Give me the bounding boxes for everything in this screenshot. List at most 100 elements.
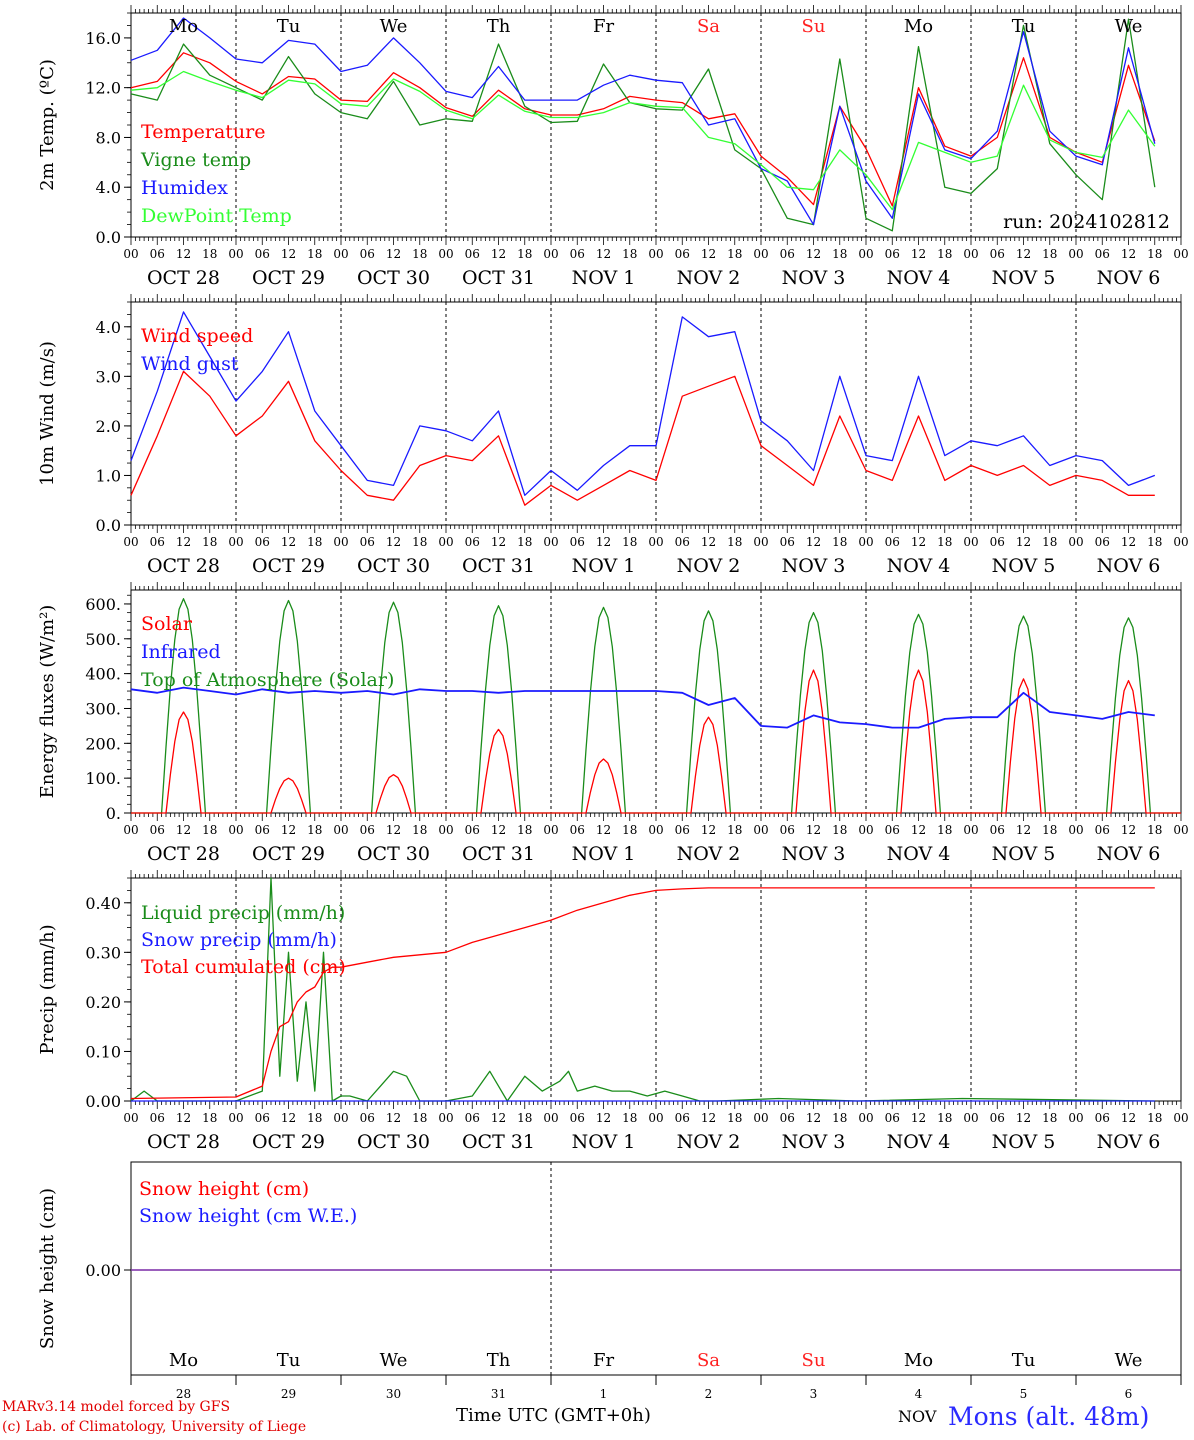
x-tick-label: 00 xyxy=(438,535,453,549)
x-tick-label: 06 xyxy=(780,247,795,261)
date-label: NOV 5 xyxy=(992,267,1056,289)
x-tick-label: 06 xyxy=(150,823,165,837)
x-tick-label: 18 xyxy=(1042,535,1057,549)
legend-entry: Solar xyxy=(141,613,193,635)
x-tick-label: 12 xyxy=(1121,1111,1136,1125)
day-name: Tu xyxy=(277,1350,301,1371)
series-line-vigne-temp xyxy=(130,18,1156,232)
y-tick-label: 3.0 xyxy=(96,367,121,386)
date-label: OCT 29 xyxy=(252,555,325,577)
x-tick-label: 12 xyxy=(176,823,191,837)
x-tick-label: 18 xyxy=(727,535,742,549)
x-tick-label: 12 xyxy=(281,247,296,261)
date-label: NOV 2 xyxy=(677,843,741,865)
x-tick-label: 12 xyxy=(1016,535,1031,549)
x-tick-label: 18 xyxy=(937,823,952,837)
x-tick-label: 00 xyxy=(963,535,978,549)
date-label: NOV 1 xyxy=(572,1131,636,1153)
x-tick-label: 00 xyxy=(648,823,663,837)
x-tick-label: 18 xyxy=(1042,247,1057,261)
x-tick-label: 18 xyxy=(307,1111,322,1125)
day-name: Mo xyxy=(169,16,198,37)
series-line-liquid-precip-mm-h- xyxy=(130,877,1155,1102)
x-tick-label: 12 xyxy=(176,535,191,549)
y-tick-label: 0.10 xyxy=(85,1042,121,1061)
series-line-total-cumulated-cm- xyxy=(130,887,1155,1100)
y-tick-label: 0.40 xyxy=(85,894,121,913)
x-tick-label: 00 xyxy=(543,535,558,549)
day-name: Tu xyxy=(277,16,301,37)
x-tick-label: 12 xyxy=(911,1111,926,1125)
x-tick-label: 12 xyxy=(1121,823,1136,837)
x-tick-label: 00 xyxy=(1068,1111,1083,1125)
y-tick-label: 500. xyxy=(85,630,121,649)
date-label: NOV 4 xyxy=(887,1131,951,1153)
x-tick-label: 18 xyxy=(727,1111,742,1125)
x-tick-label: 18 xyxy=(1147,823,1162,837)
date-label: NOV 6 xyxy=(1097,555,1161,577)
series-line-dewpoint-temp xyxy=(130,70,1156,211)
x-tick-label: 18 xyxy=(832,1111,847,1125)
x-tick-label: 06 xyxy=(675,535,690,549)
legend-entry: Snow height (cm) xyxy=(139,1178,309,1200)
x-tick-label: 06 xyxy=(360,1111,375,1125)
x-tick-label: 00 xyxy=(333,1111,348,1125)
x-tick-label: 06 xyxy=(465,1111,480,1125)
x-tick-label: 00 xyxy=(438,247,453,261)
date-label: OCT 30 xyxy=(357,1131,430,1153)
x-tick-label: 00 xyxy=(543,823,558,837)
x-tick-label: 12 xyxy=(596,535,611,549)
plot-frame xyxy=(130,589,1182,814)
x-tick-label: 00 xyxy=(648,535,663,549)
y-axis-label: Precip (mm/h) xyxy=(37,924,58,1054)
day-name: Fr xyxy=(593,1350,614,1371)
x-tick-label: 18 xyxy=(202,823,217,837)
day-name: We xyxy=(380,1350,408,1371)
x-tick-label: 18 xyxy=(832,535,847,549)
x-tick-label: 12 xyxy=(1121,535,1136,549)
date-label: OCT 29 xyxy=(252,1131,325,1153)
x-tick-label: 00 xyxy=(438,1111,453,1125)
y-tick-label: 16.0 xyxy=(85,29,121,48)
x-tick-label: 18 xyxy=(412,247,427,261)
legend-entry: Vigne temp xyxy=(140,149,251,171)
x-tick-label: 18 xyxy=(937,1111,952,1125)
x-tick-label: 12 xyxy=(491,1111,506,1125)
x-tick-label: 00 xyxy=(1068,823,1083,837)
y-axis-label: 10m Wind (m/s) xyxy=(37,341,58,486)
credit-lab: (c) Lab. of Climatology, University of L… xyxy=(2,1419,307,1435)
x-tick-label: 06 xyxy=(885,247,900,261)
x-tick-label: 12 xyxy=(1016,823,1031,837)
y-tick-label: 2.0 xyxy=(96,417,121,436)
x-tick-label: 00 xyxy=(753,1111,768,1125)
y-tick-label: 200. xyxy=(85,734,121,753)
day-number: 6 xyxy=(1125,1387,1133,1401)
date-label: NOV 3 xyxy=(782,267,846,289)
x-tick-label: 18 xyxy=(307,247,322,261)
x-tick-label: 00 xyxy=(333,823,348,837)
x-tick-label: 06 xyxy=(675,247,690,261)
x-tick-label: 00 xyxy=(858,535,873,549)
date-label: OCT 28 xyxy=(147,555,220,577)
plot-frame xyxy=(130,301,1182,526)
date-label: NOV 5 xyxy=(992,555,1056,577)
day-name: Sa xyxy=(697,1350,720,1371)
x-tick-label: 00 xyxy=(963,823,978,837)
x-tick-label: 00 xyxy=(333,535,348,549)
x-tick-label: 00 xyxy=(963,1111,978,1125)
day-name: We xyxy=(380,16,408,37)
x-tick-label: 00 xyxy=(648,1111,663,1125)
legend-entry: Wind gust xyxy=(141,353,239,375)
x-tick-label: 06 xyxy=(150,535,165,549)
x-tick-label: 18 xyxy=(517,535,532,549)
run-annotation: run: 2024102812 xyxy=(1003,211,1170,233)
x-tick-label: 12 xyxy=(281,1111,296,1125)
x-tick-label: 18 xyxy=(1042,1111,1057,1125)
day-name: Th xyxy=(487,1350,511,1371)
date-label: NOV 1 xyxy=(572,555,636,577)
series-line-solar xyxy=(131,669,1181,814)
x-tick-label: 06 xyxy=(570,1111,585,1125)
y-tick-label: 0.00 xyxy=(85,1092,121,1111)
x-tick-label: 12 xyxy=(386,535,401,549)
x-tick-label: 12 xyxy=(911,823,926,837)
